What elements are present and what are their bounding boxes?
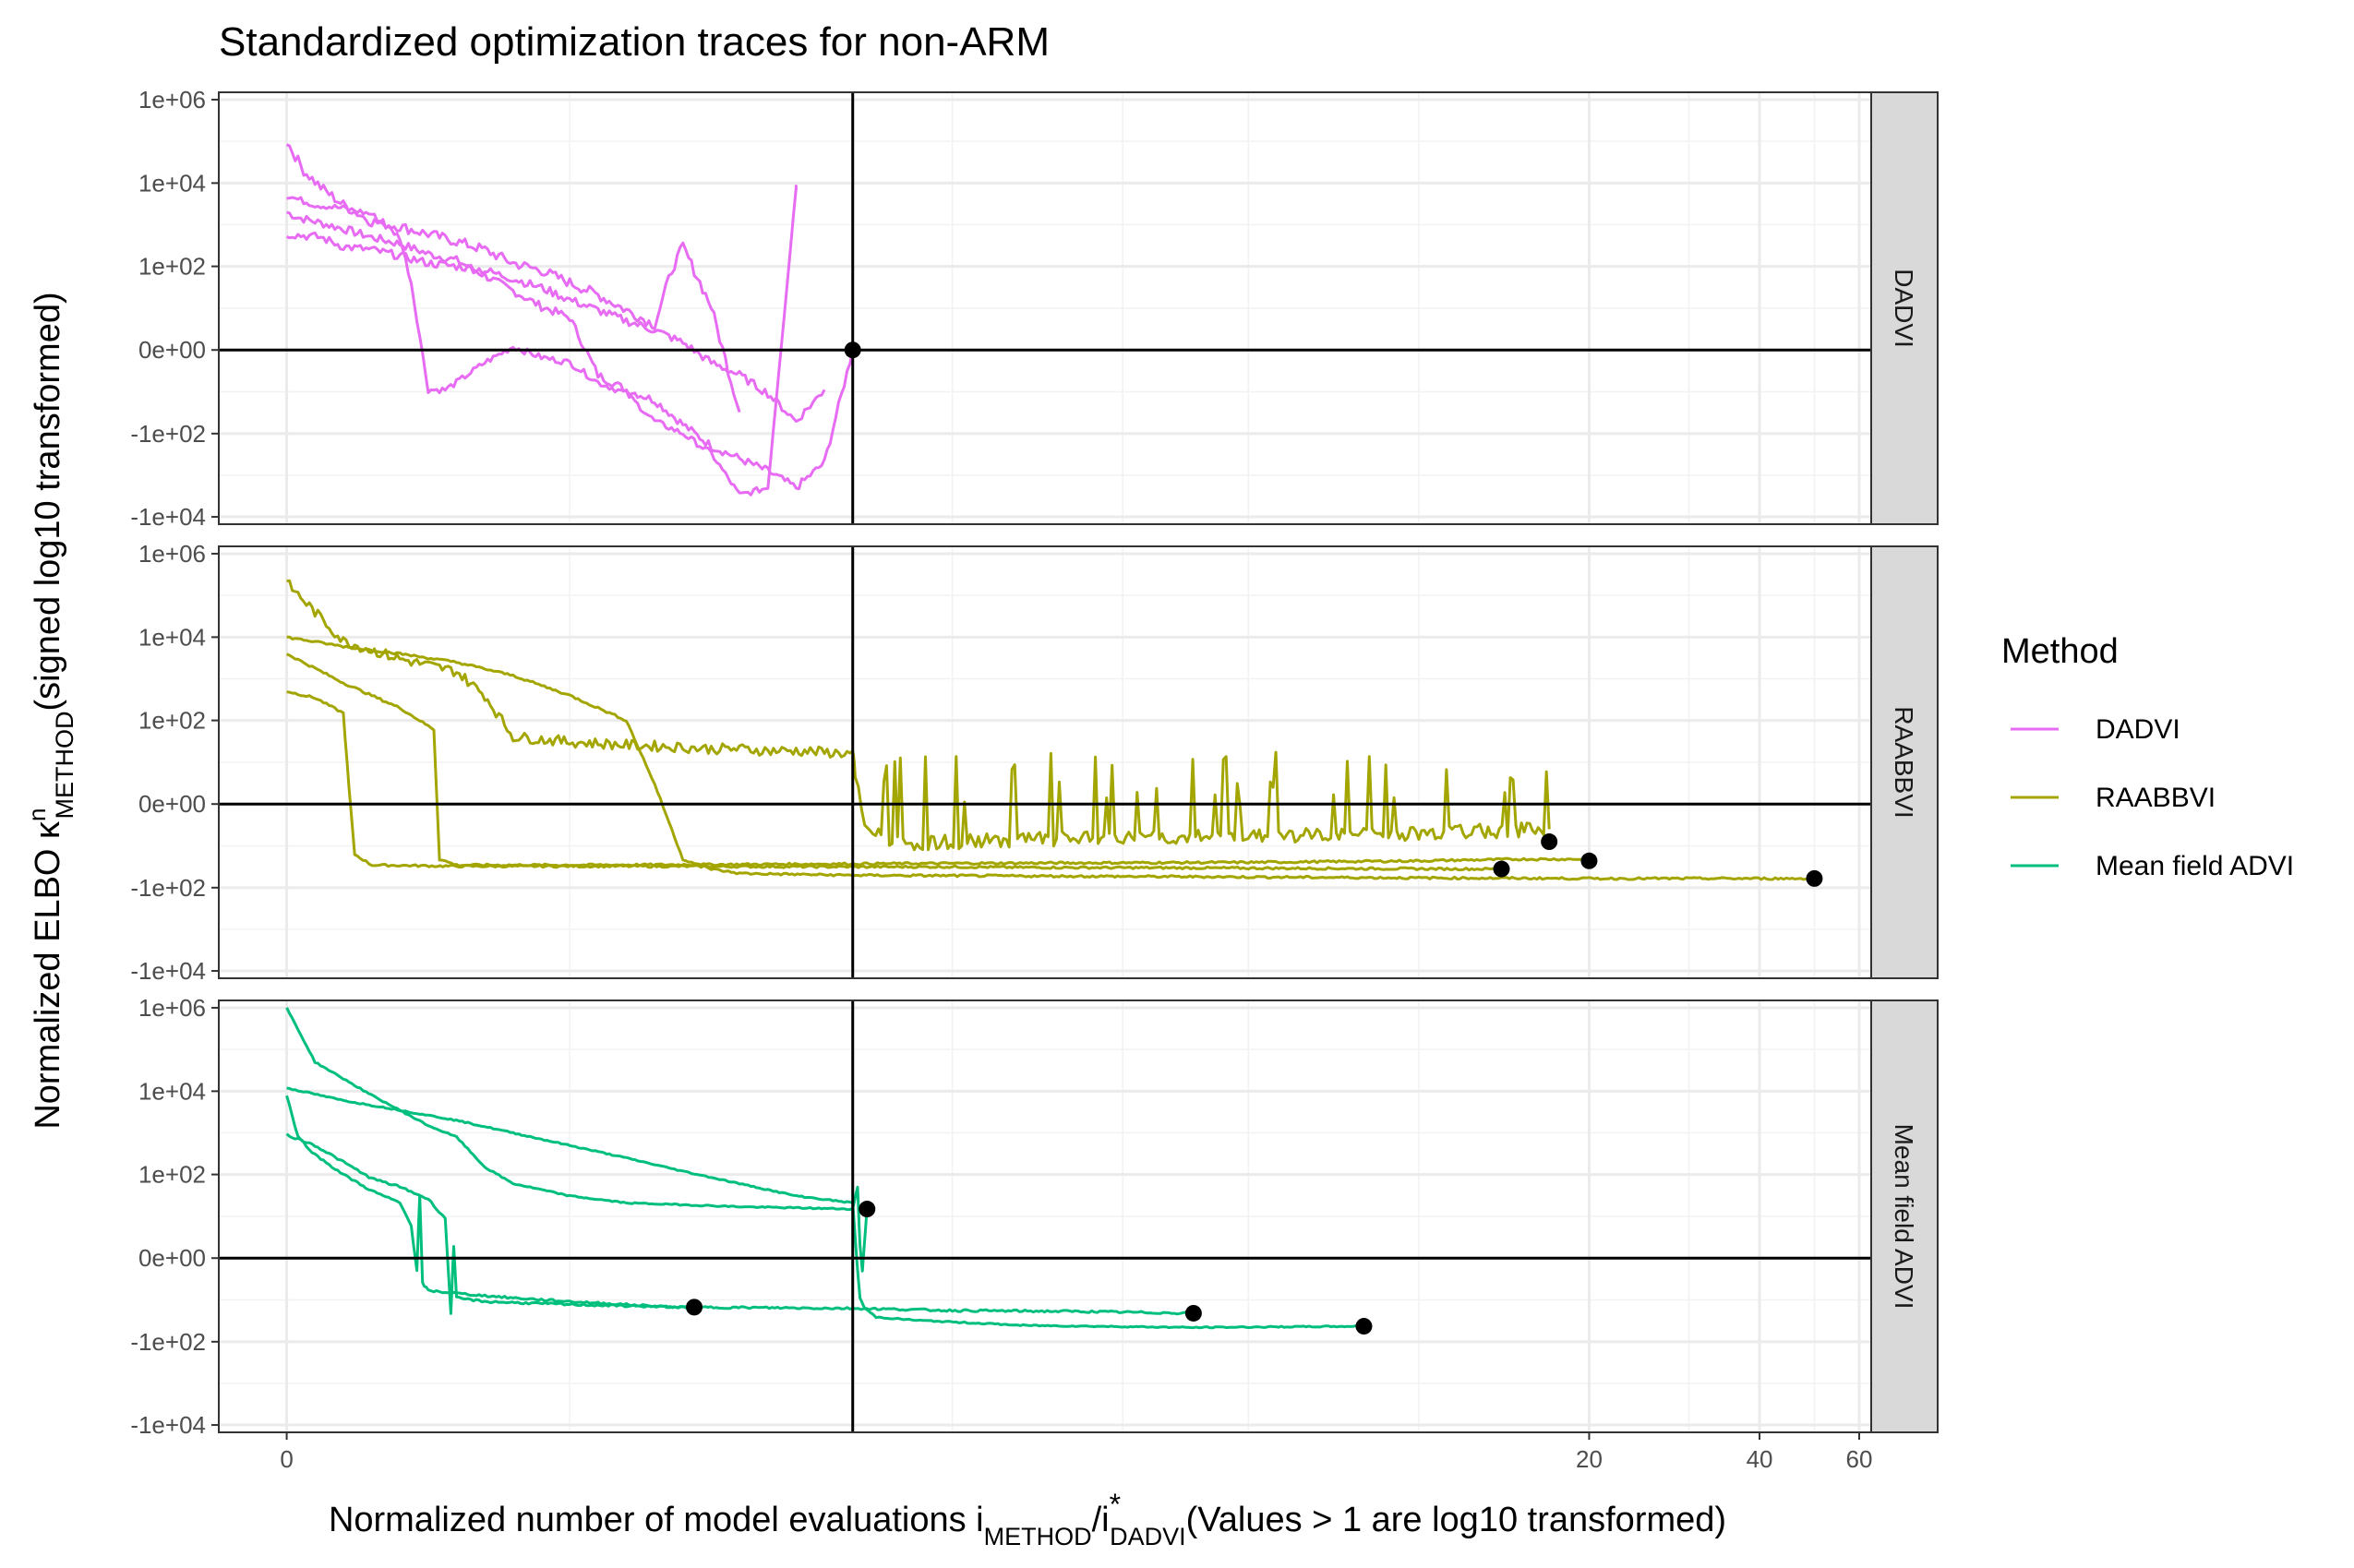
y-tick-label: 1e+06 (138, 86, 206, 114)
legend-label: Mean field ADVI (2096, 851, 2294, 881)
x-tick-label: 0 (280, 1445, 293, 1473)
y-tick-label: 0e+00 (138, 336, 206, 364)
x-axis-title: Normalized number of model evaluations i… (329, 1488, 1726, 1550)
y-tick-label: 1e+04 (138, 1077, 206, 1105)
y-tick-label: -1e+04 (130, 503, 206, 531)
strip-label: DADVI (1890, 269, 1918, 348)
legend-label: RAABBVI (2096, 783, 2216, 813)
legend-title: Method (2001, 632, 2119, 671)
panels-layer: 1e+061e+041e+020e+00-1e+02-1e+04DADVI1e+… (130, 86, 1939, 1439)
y-tick-label: 1e+06 (138, 540, 206, 568)
legend: Method DADVI RAABBVI Mean field ADVI (2001, 632, 2294, 881)
series-line-4 (286, 231, 826, 423)
series-line-3 (285, 1007, 869, 1273)
y-tick-label: -1e+02 (130, 1328, 206, 1356)
strip-label: Mean field ADVI (1890, 1124, 1918, 1310)
y-tick-label: 1e+06 (138, 994, 206, 1022)
y-axis-title: Normalized ELBO κnMETHOD(signed log10 tr… (23, 292, 78, 1129)
y-tick-label: 1e+04 (138, 623, 206, 651)
series-line-3 (286, 579, 1551, 852)
series-line-1 (286, 690, 1502, 872)
strip-label: RAABBVI (1890, 706, 1918, 818)
series-line-2 (286, 652, 1590, 868)
series-group (285, 1007, 1364, 1330)
series-line-2 (285, 143, 741, 413)
endpoint-marker (1541, 833, 1558, 851)
strip-background (1870, 91, 1939, 525)
y-tick-label: 0e+00 (138, 790, 206, 818)
endpoint-marker (1184, 1304, 1202, 1322)
legend-label: DADVI (2096, 714, 2180, 745)
series-line-1 (286, 210, 855, 491)
series-line-2 (285, 1132, 1195, 1316)
chart-title: Standardized optimization traces for non… (219, 19, 1050, 65)
endpoint-marker (1355, 1318, 1373, 1335)
series-line-4 (286, 1086, 1364, 1330)
x-tick-label: 20 (1576, 1445, 1603, 1473)
y-tick-label: 1e+02 (138, 707, 206, 735)
y-tick-label: -1e+04 (130, 1411, 206, 1439)
endpoint-marker (1806, 869, 1823, 887)
y-tick-label: 1e+02 (138, 253, 206, 281)
y-tick-label: -1e+04 (130, 957, 206, 985)
endpoint-marker (844, 341, 861, 359)
strip-background (1870, 999, 1939, 1433)
series-line-1 (285, 1095, 695, 1311)
y-tick-label: -1e+02 (130, 420, 206, 448)
strip-background (1870, 545, 1939, 979)
series-line-3 (286, 185, 798, 497)
legend-entries: DADVI RAABBVI Mean field ADVI (2011, 714, 2294, 881)
endpoint-marker (1493, 860, 1510, 878)
y-tick-label: 1e+02 (138, 1161, 206, 1189)
series-group (286, 579, 1815, 881)
y-tick-label: -1e+02 (130, 874, 206, 902)
x-tick-label: 40 (1747, 1445, 1773, 1473)
series-group (285, 143, 855, 497)
endpoint-marker (686, 1299, 703, 1316)
endpoint-marker (1580, 852, 1598, 869)
panel-1: 1e+06 1e+04 1e+02 0e+00 -1e+02 -1e+04 DADVI (130, 86, 1939, 531)
x-tick-label: 60 (1846, 1445, 1873, 1473)
endpoint-marker (859, 1201, 876, 1218)
x-axis: 0 20 40 60 (280, 1432, 1872, 1473)
y-tick-label: 0e+00 (138, 1244, 206, 1272)
series-line-4 (286, 635, 1815, 881)
panel-3: 1e+06 1e+04 1e+02 0e+00 -1e+02 -1e+04 Mean fie… (130, 994, 1939, 1439)
y-tick-label: 1e+04 (138, 169, 206, 197)
panel-2: 1e+06 1e+04 1e+02 0e+00 -1e+02 -1e+04 RAABBVI (130, 540, 1939, 985)
